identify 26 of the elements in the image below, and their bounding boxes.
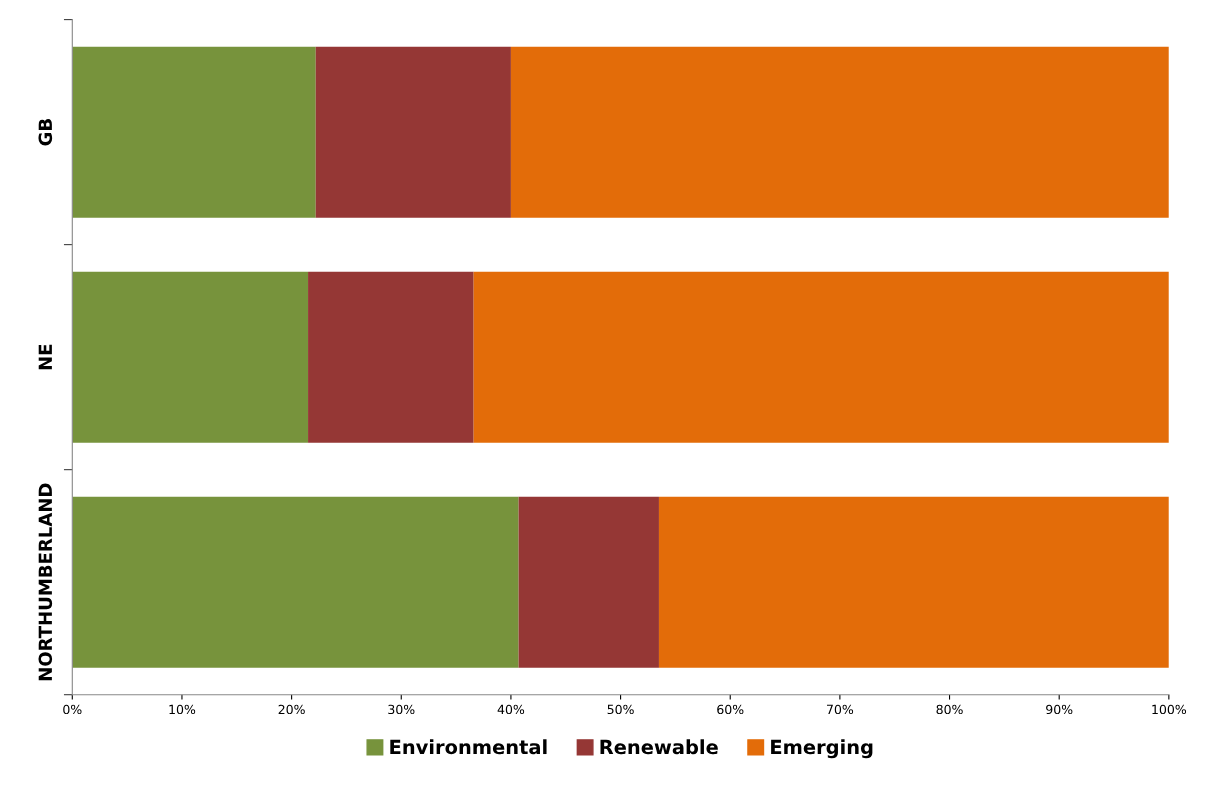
legend-label: Emerging <box>771 739 873 759</box>
x-tick-label: 10% <box>169 704 196 715</box>
bar <box>473 271 1169 443</box>
bar <box>658 496 1169 668</box>
x-tick-label: 80% <box>936 704 963 715</box>
y-tick-label: NORTHUMBERLAND <box>38 483 53 681</box>
bar <box>308 271 474 443</box>
legend-label: Environmental <box>390 739 547 755</box>
bar <box>315 46 511 218</box>
x-tick-label: 40% <box>497 704 525 715</box>
x-tick-label: 90% <box>1046 704 1073 715</box>
bar <box>518 496 659 668</box>
x-tick-label: 0% <box>63 704 82 715</box>
y-tick-label: GB <box>38 119 53 146</box>
y-tick-label: NE <box>38 344 52 370</box>
x-tick-label: 70% <box>827 704 854 715</box>
bar <box>72 271 309 443</box>
x-tick-label: 100% <box>1152 704 1187 715</box>
x-tick-label: 50% <box>607 704 634 715</box>
bar <box>72 496 519 668</box>
x-tick-label: 20% <box>278 704 305 715</box>
x-tick-label: 30% <box>388 704 415 715</box>
bar <box>72 46 316 218</box>
bar <box>510 46 1169 218</box>
x-tick-label: 60% <box>717 704 744 715</box>
legend-label: Renewable <box>600 739 718 755</box>
